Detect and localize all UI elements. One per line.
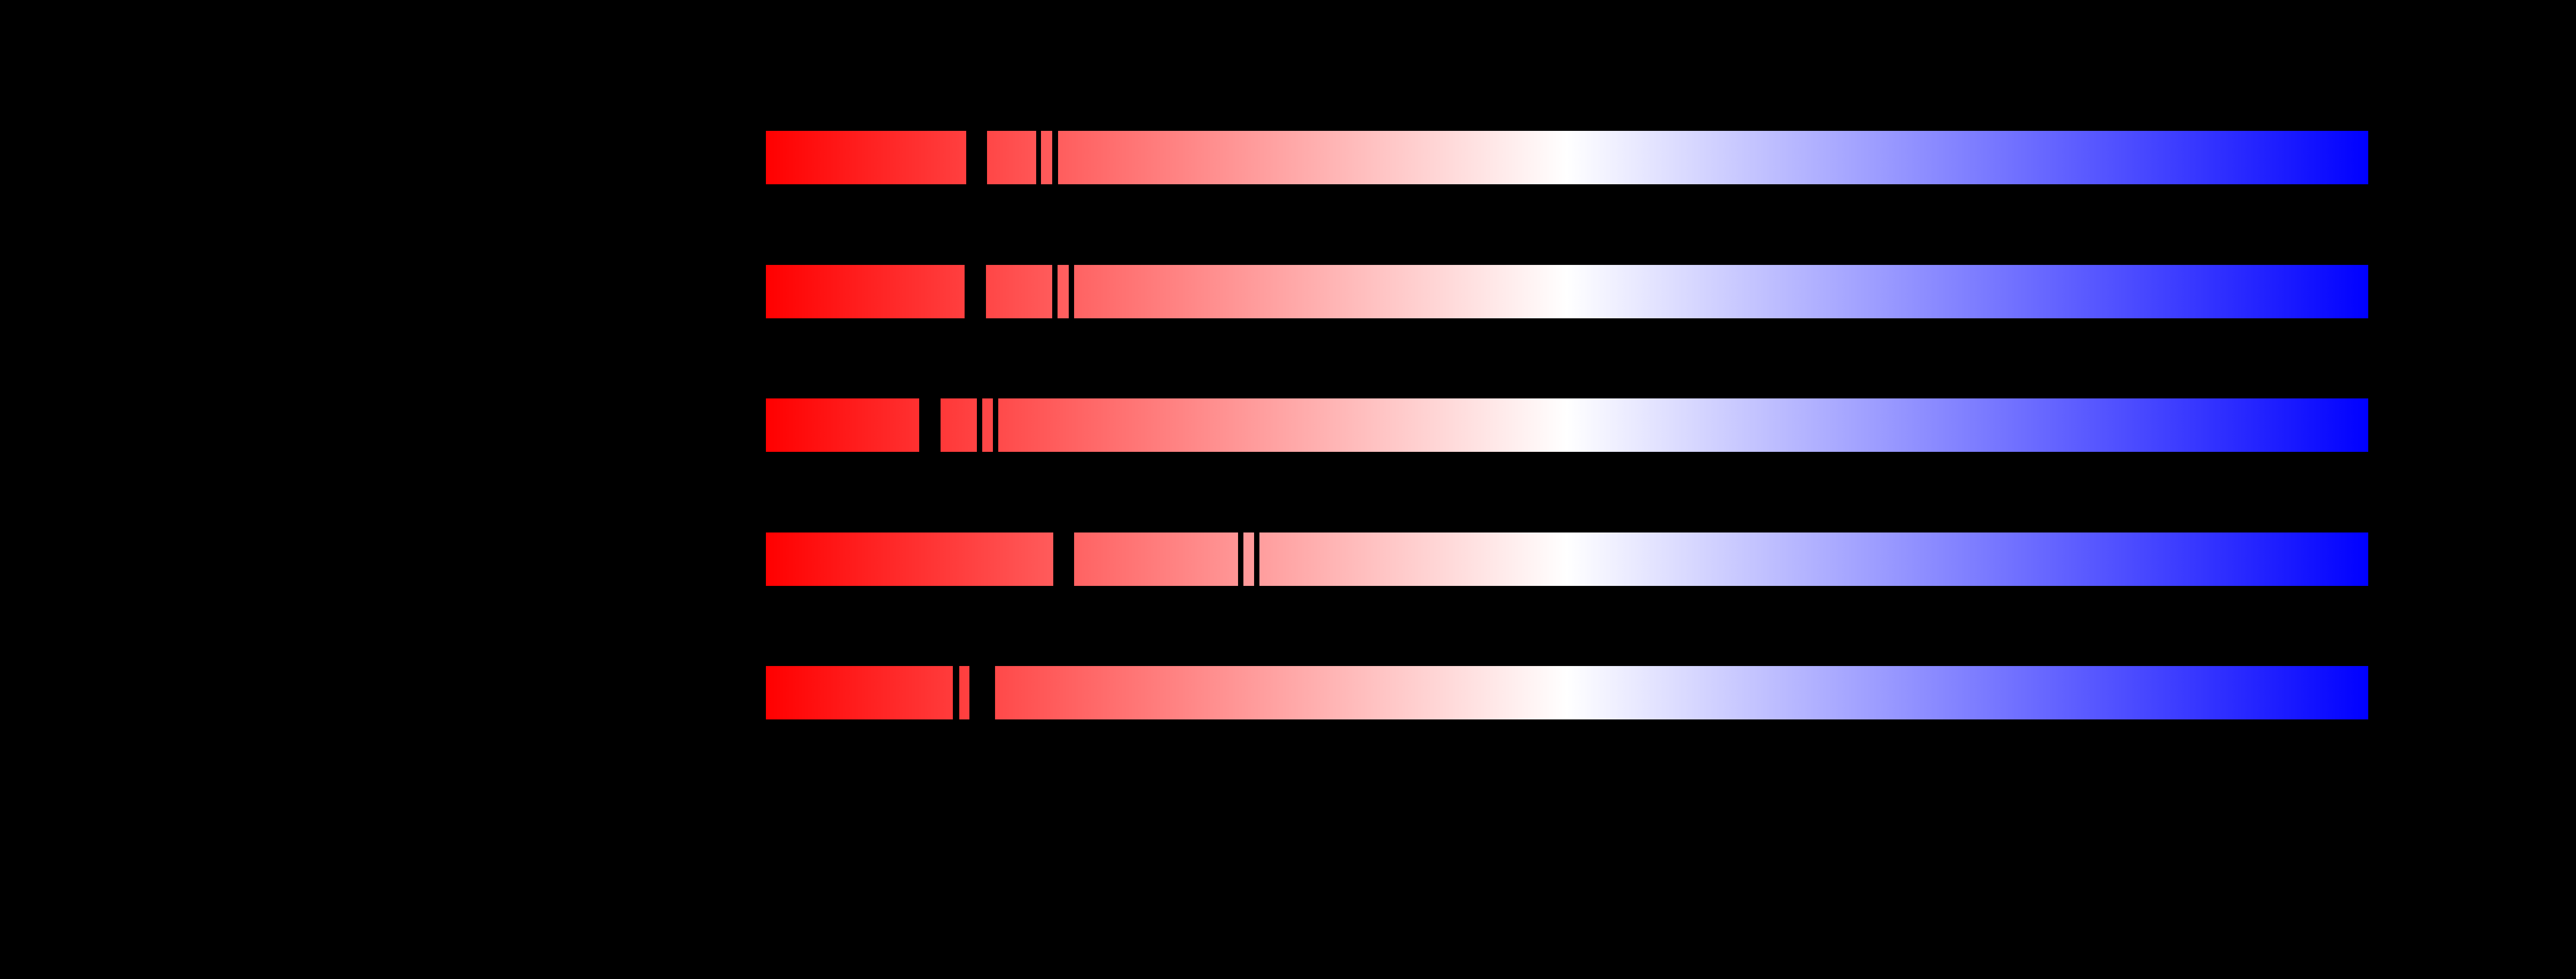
gradient-strip-row-5 [766,666,2368,719]
marker-line-thin [1052,265,1058,318]
marker-line-thick [919,398,941,452]
marker-line-thick [966,131,987,184]
marker-line-thin [1254,532,1259,586]
gradient-strip-row-4 [766,532,2368,586]
marker-line-thin [1238,532,1243,586]
gradient-strip-row-1 [766,131,2368,184]
gradient-strip-row-3 [766,398,2368,452]
marker-line-thin [993,398,998,452]
marker-line-thin [1052,131,1058,184]
marker-line-thin [1069,265,1074,318]
marker-line-thick [1053,532,1074,586]
marker-line-thick [969,666,995,719]
gradient-strip-row-2 [766,265,2368,318]
marker-line-thin [953,666,959,719]
marker-line-thin [1036,131,1041,184]
marker-line-thin [977,398,982,452]
marker-line-thick [965,265,986,318]
